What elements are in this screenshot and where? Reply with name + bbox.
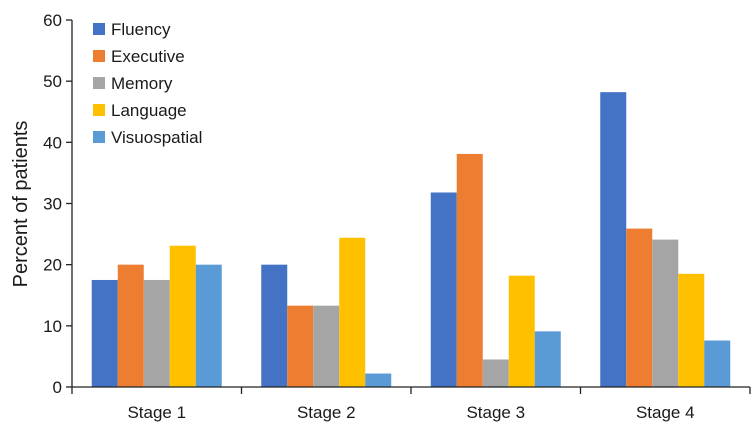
bar-executive-stage-1	[117, 264, 144, 387]
bar-memory-stage-1	[143, 279, 170, 387]
bar-executive-stage-3	[456, 153, 483, 387]
bar-memory-stage-4	[652, 239, 679, 387]
bar-fluency-stage-4	[600, 92, 627, 388]
legend-label-fluency: Fluency	[111, 20, 171, 39]
legend-swatch-language	[93, 104, 105, 116]
legend-label-visuospatial: Visuospatial	[111, 128, 202, 147]
x-tick-label-stage-1: Stage 1	[127, 403, 186, 422]
y-tick-label: 0	[53, 378, 62, 397]
y-tick-label: 20	[43, 256, 62, 275]
bar-visuospatial-stage-2	[365, 373, 392, 387]
bars-layer	[91, 92, 731, 388]
bar-executive-stage-4	[626, 228, 653, 387]
legend: Fluency Executive Memory Language Visuospati…	[93, 20, 202, 147]
bar-language-stage-4	[678, 273, 705, 387]
legend-label-executive: Executive	[111, 47, 185, 66]
y-tick-label: 40	[43, 133, 62, 152]
legend-swatch-memory	[93, 77, 105, 89]
legend-swatch-executive	[93, 50, 105, 62]
y-axis-title: Percent of patients	[10, 121, 32, 288]
bar-language-stage-1	[169, 245, 196, 387]
legend-label-memory: Memory	[111, 74, 173, 93]
x-tick-label-stage-4: Stage 4	[636, 403, 695, 422]
bar-fluency-stage-1	[91, 279, 118, 387]
bar-visuospatial-stage-4	[704, 340, 731, 387]
x-tick-label-stage-2: Stage 2	[297, 403, 356, 422]
x-tick-label-stage-3: Stage 3	[466, 403, 525, 422]
y-tick-label: 10	[43, 317, 62, 336]
bar-memory-stage-3	[482, 359, 509, 387]
y-tick-label: 30	[43, 195, 62, 214]
x-axis: Stage 1 Stage 2 Stage 3 Stage 4	[71, 386, 751, 422]
bar-memory-stage-2	[313, 305, 340, 387]
bar-language-stage-2	[339, 237, 366, 387]
legend-label-language: Language	[111, 101, 187, 120]
bar-language-stage-3	[508, 275, 535, 387]
bar-visuospatial-stage-1	[195, 264, 222, 387]
legend-swatch-fluency	[93, 23, 105, 35]
y-tick-label: 50	[43, 72, 62, 91]
y-tick-label: 60	[43, 11, 62, 30]
y-axis: 0 10 20 30 40 50 60	[43, 11, 73, 397]
legend-swatch-visuospatial	[93, 131, 105, 143]
bar-visuospatial-stage-3	[534, 331, 561, 387]
bar-fluency-stage-3	[430, 192, 457, 387]
bar-fluency-stage-2	[261, 264, 288, 387]
bar-executive-stage-2	[287, 305, 314, 387]
